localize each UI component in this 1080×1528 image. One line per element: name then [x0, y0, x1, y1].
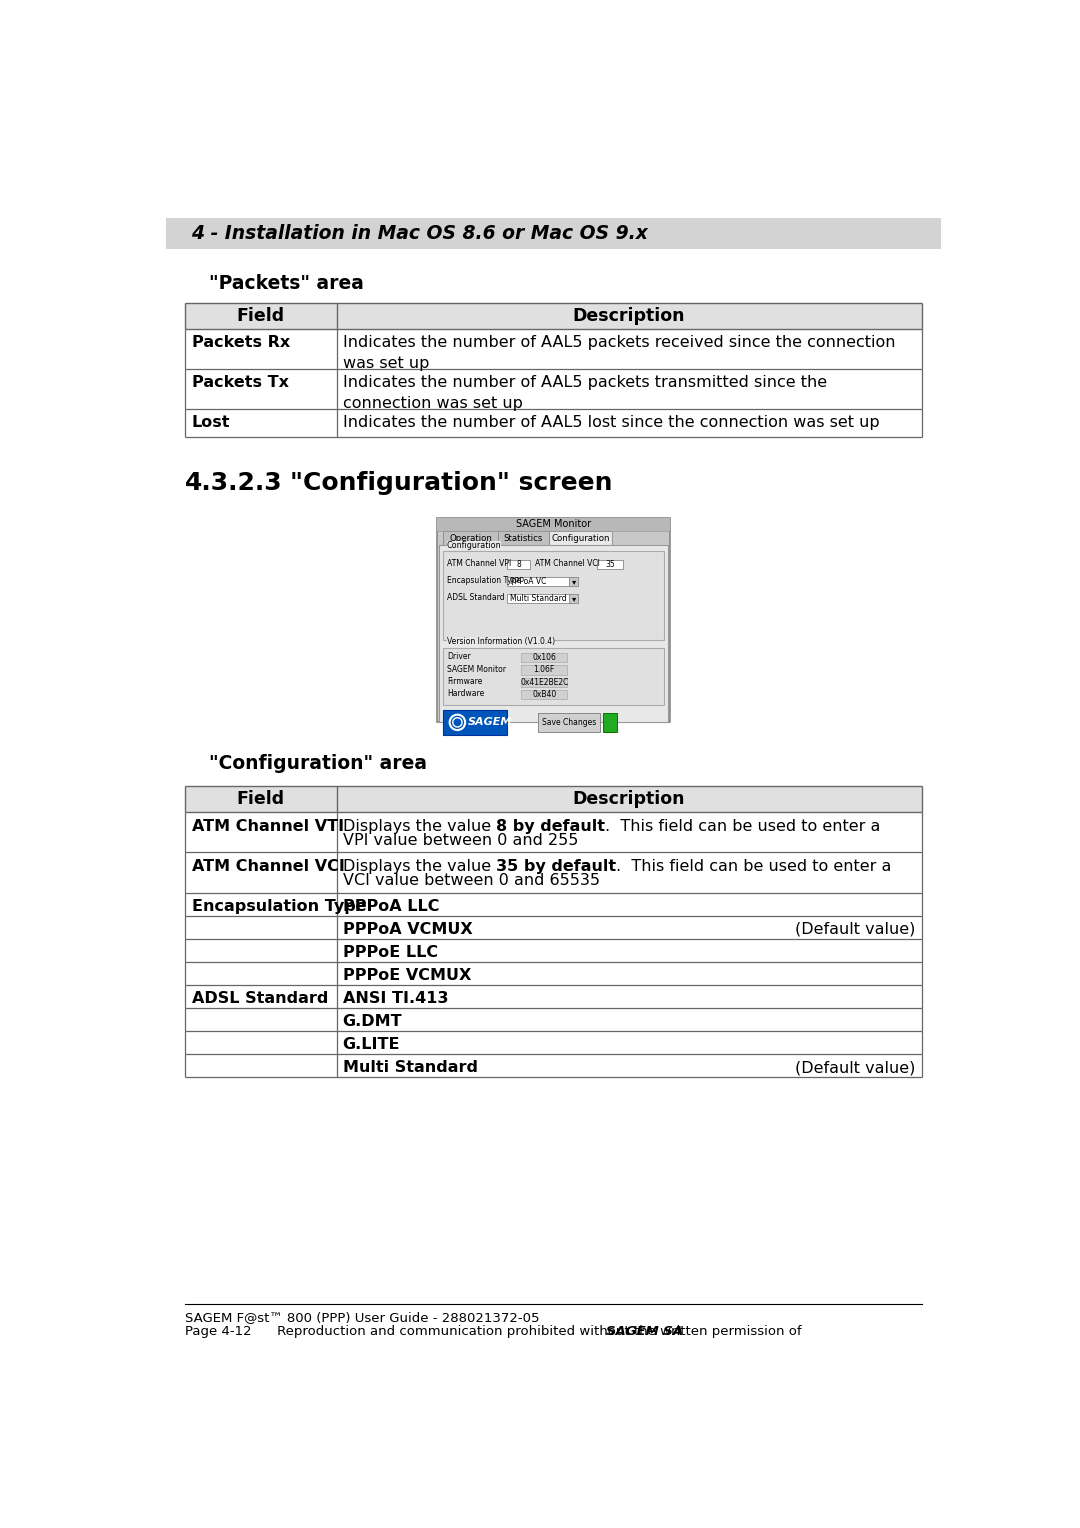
Bar: [186, 787, 921, 813]
Text: "Packets" area: "Packets" area: [208, 274, 364, 293]
Text: Lost: Lost: [191, 416, 230, 429]
Text: PPPoA VCMUX: PPPoA VCMUX: [342, 921, 472, 937]
Bar: [603, 714, 617, 732]
Text: 4 - Installation in Mac OS 8.6 or Mac OS 9.x: 4 - Installation in Mac OS 8.6 or Mac OS…: [191, 225, 648, 243]
Text: Displays the value: Displays the value: [342, 859, 496, 874]
Bar: [507, 559, 530, 568]
Bar: [444, 532, 498, 545]
Text: Page 4-12      Reproduction and communication prohibited without the written per: Page 4-12 Reproduction and communication…: [186, 1325, 807, 1339]
Text: Packets Tx: Packets Tx: [191, 374, 288, 390]
Text: Field: Field: [237, 307, 285, 325]
Text: SAGEM Monitor: SAGEM Monitor: [516, 520, 591, 530]
Bar: [521, 691, 567, 700]
Text: Configuration: Configuration: [446, 541, 501, 550]
Text: SAGEM SA: SAGEM SA: [606, 1325, 684, 1339]
Text: PPPoE LLC: PPPoE LLC: [342, 944, 437, 960]
Text: ADSL Standard: ADSL Standard: [191, 992, 328, 1005]
Text: 35 by default: 35 by default: [496, 859, 616, 874]
Text: 8 by default: 8 by default: [496, 819, 605, 834]
Bar: [507, 594, 572, 604]
Text: SAGEM: SAGEM: [469, 717, 513, 727]
Text: VPI value between 0 and 255: VPI value between 0 and 255: [342, 833, 578, 848]
Bar: [437, 518, 670, 721]
Text: PPPoA LLC: PPPoA LLC: [342, 898, 440, 914]
Text: Description: Description: [572, 307, 686, 325]
Bar: [549, 532, 612, 545]
Text: ▾: ▾: [571, 578, 576, 585]
Bar: [438, 545, 669, 721]
Text: ATM Channel VPI: ATM Channel VPI: [447, 559, 512, 568]
Text: Firmware: Firmware: [447, 677, 483, 686]
Bar: [437, 518, 670, 532]
Text: (Default value): (Default value): [795, 921, 916, 937]
Text: Indicates the number of AAL5 lost since the connection was set up: Indicates the number of AAL5 lost since …: [342, 416, 879, 429]
Text: Driver: Driver: [447, 652, 471, 662]
Text: PPPoE VCMUX: PPPoE VCMUX: [342, 969, 471, 983]
Bar: [186, 303, 921, 329]
Text: 0x41E2BE2C: 0x41E2BE2C: [519, 678, 568, 686]
Text: Configuration: Configuration: [552, 533, 610, 542]
Text: G.LITE: G.LITE: [342, 1038, 401, 1053]
Text: ATM Channel VCI: ATM Channel VCI: [191, 859, 345, 874]
Text: .  This field can be used to enter a: . This field can be used to enter a: [605, 819, 880, 834]
Text: SAGEM F@st™ 800 (PPP) User Guide - 288021372-05: SAGEM F@st™ 800 (PPP) User Guide - 28802…: [186, 1311, 540, 1325]
Text: VCI value between 0 and 65535: VCI value between 0 and 65535: [342, 874, 599, 888]
Text: ANSI TI.413: ANSI TI.413: [342, 992, 448, 1005]
Text: Encapsulation Type: Encapsulation Type: [447, 576, 522, 585]
Text: 1.06F: 1.06F: [534, 666, 555, 674]
Text: Multi Standard: Multi Standard: [510, 594, 567, 604]
Bar: [521, 652, 567, 662]
Bar: [569, 578, 578, 587]
Text: ATM Channel VTI: ATM Channel VTI: [191, 819, 343, 834]
Text: 8: 8: [516, 559, 521, 568]
Text: Indicates the number of AAL5 packets received since the connection
was set up: Indicates the number of AAL5 packets rec…: [342, 335, 895, 371]
Bar: [507, 578, 572, 587]
Text: Description: Description: [572, 790, 686, 808]
Text: ATM Channel VCI: ATM Channel VCI: [535, 559, 599, 568]
Text: 35: 35: [605, 559, 615, 568]
Text: 4.3.2.3: 4.3.2.3: [186, 471, 283, 495]
Text: .  This field can be used to enter a: . This field can be used to enter a: [616, 859, 891, 874]
Text: Version Information (V1.0.4): Version Information (V1.0.4): [446, 637, 555, 646]
Text: Displays the value: Displays the value: [342, 819, 496, 834]
Bar: [444, 711, 507, 735]
Text: Multi Standard: Multi Standard: [342, 1060, 477, 1076]
Text: 0x106: 0x106: [532, 652, 556, 662]
Text: SAGEM Monitor: SAGEM Monitor: [447, 665, 507, 674]
Text: Indicates the number of AAL5 packets transmitted since the
connection was set up: Indicates the number of AAL5 packets tra…: [342, 374, 827, 411]
Text: Operation: Operation: [449, 533, 492, 542]
Text: Encapsulation Type: Encapsulation Type: [191, 898, 366, 914]
Bar: [444, 552, 663, 640]
Text: Statistics: Statistics: [503, 533, 543, 542]
Text: "Configuration" area: "Configuration" area: [208, 753, 427, 773]
Text: ▾: ▾: [571, 594, 576, 604]
Bar: [569, 594, 578, 604]
Bar: [597, 559, 623, 568]
Text: 0xB40: 0xB40: [532, 691, 556, 700]
Text: G.DMT: G.DMT: [342, 1015, 403, 1030]
Bar: [498, 532, 549, 545]
Bar: [521, 678, 567, 688]
Text: (Default value): (Default value): [795, 1060, 916, 1076]
Bar: [166, 219, 941, 249]
Text: ADSL Standard: ADSL Standard: [447, 593, 505, 602]
Bar: [521, 665, 567, 675]
Text: "Configuration" screen: "Configuration" screen: [291, 471, 612, 495]
Bar: [538, 714, 600, 732]
Text: Save Changes: Save Changes: [542, 718, 596, 727]
Text: Packets Rx: Packets Rx: [191, 335, 289, 350]
Text: PPPoA VC: PPPoA VC: [510, 578, 546, 585]
Bar: [444, 648, 663, 706]
Text: Hardware: Hardware: [447, 689, 485, 698]
Text: Field: Field: [237, 790, 285, 808]
